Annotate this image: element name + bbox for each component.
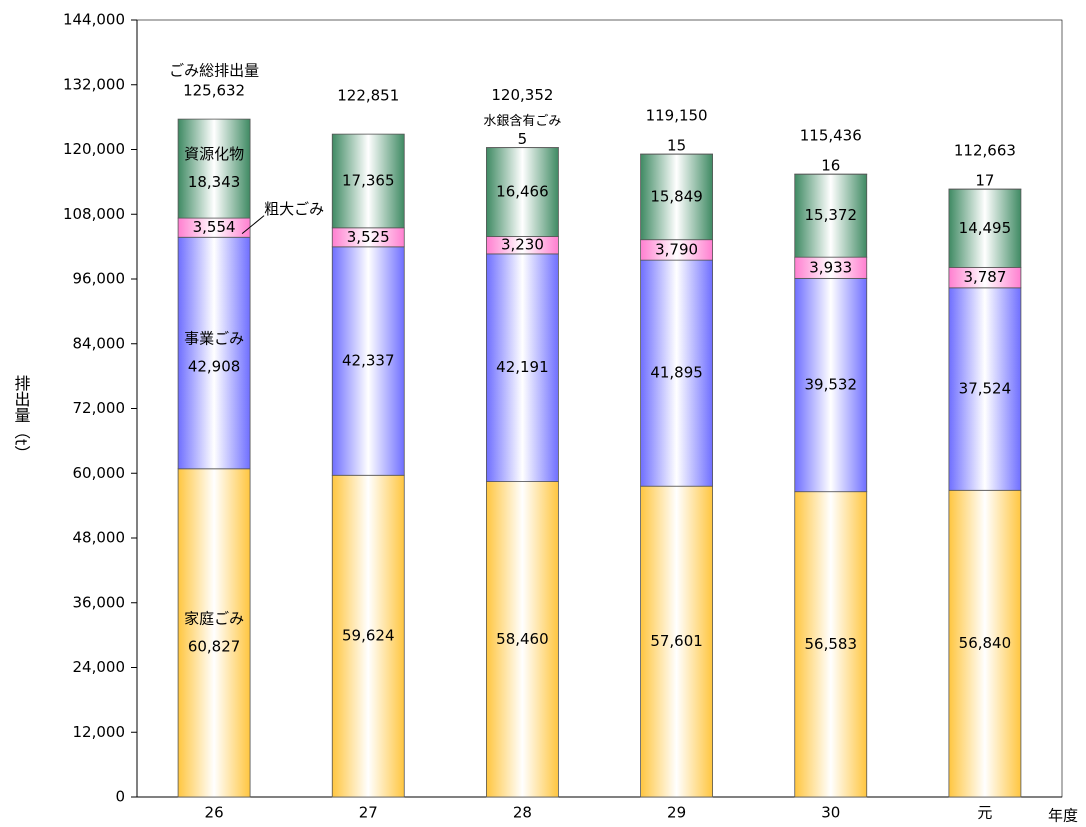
value-label: 3,933	[809, 258, 852, 276]
series-label: 水銀含有ごみ	[483, 113, 561, 129]
bar-segment	[948, 489, 1022, 798]
value-label: 37,524	[959, 380, 1012, 398]
value-label: 42,908	[188, 358, 241, 376]
x-tick-label: 28	[513, 804, 532, 822]
bar-segment	[640, 259, 713, 487]
value-label: 3,554	[193, 218, 236, 236]
bar-segment	[331, 246, 405, 476]
y-tick-label: 0	[115, 788, 125, 806]
y-tick-label: 12,000	[73, 723, 126, 741]
value-label: 42,337	[342, 352, 395, 370]
total-label: 120,352	[491, 86, 553, 104]
leader-line	[241, 215, 265, 235]
value-label: 3,787	[963, 268, 1006, 286]
plot-frame	[136, 19, 1063, 798]
y-tick-label: 24,000	[73, 658, 126, 676]
value-label: 42,191	[496, 358, 549, 376]
value-label: 56,583	[805, 635, 858, 653]
y-tick-label: 84,000	[73, 334, 126, 352]
series-label: 粗大ごみ	[264, 200, 324, 218]
bar-segment	[948, 188, 1022, 268]
value-label: 16,466	[496, 183, 549, 201]
bar-segment	[177, 118, 251, 219]
value-label: 58,460	[496, 630, 549, 648]
value-label: 17	[975, 172, 994, 190]
bar-segment	[794, 173, 868, 258]
total-label: 112,663	[954, 142, 1016, 160]
series-label: 家庭ごみ	[184, 609, 244, 627]
total-label: 122,851	[337, 87, 399, 105]
bar-segment	[331, 133, 405, 229]
total-label: 125,632	[183, 82, 245, 100]
y-tick-label: 132,000	[63, 75, 125, 93]
y-axis-label: 排出量（t）	[12, 375, 31, 461]
value-label: 39,532	[805, 376, 858, 394]
x-axis-label: 年度	[1048, 807, 1078, 825]
bar-segment	[486, 253, 559, 482]
y-tick-label: 120,000	[63, 140, 125, 158]
bar-segment	[794, 491, 868, 798]
value-label: 18,343	[188, 173, 241, 191]
value-label: 3,230	[501, 236, 544, 254]
value-label: 15	[667, 137, 686, 155]
y-tick-label: 96,000	[73, 270, 126, 288]
value-label: 15,372	[805, 206, 858, 224]
value-label: 17,365	[342, 171, 395, 189]
total-label: 119,150	[646, 107, 708, 125]
y-tick-label: 108,000	[63, 205, 125, 223]
value-label: 56,840	[959, 634, 1012, 652]
value-label: 3,525	[347, 228, 390, 246]
x-tick-label: 29	[667, 804, 686, 822]
value-label: 41,895	[650, 364, 703, 382]
x-tick-label: 元	[977, 804, 992, 822]
y-tick-label: 60,000	[73, 464, 126, 482]
value-label: 15,849	[650, 187, 703, 205]
x-tick-label: 30	[821, 804, 840, 822]
value-label: 3,790	[655, 240, 698, 258]
bar-segment	[794, 277, 868, 493]
bar-segment	[177, 468, 251, 798]
value-label: 5	[518, 130, 528, 148]
total-name: ごみ総排出量	[169, 62, 259, 80]
bar-segment	[640, 485, 713, 798]
value-label: 14,495	[959, 219, 1012, 237]
y-tick-label: 144,000	[63, 11, 125, 29]
x-tick-label: 26	[205, 804, 224, 822]
series-label: 事業ごみ	[184, 330, 244, 348]
y-tick-label: 48,000	[73, 529, 126, 547]
total-label: 115,436	[800, 127, 862, 145]
value-label: 16	[821, 157, 840, 175]
bar-segment	[948, 287, 1022, 491]
value-label: 59,624	[342, 627, 395, 645]
y-tick-label: 72,000	[73, 399, 126, 417]
series-label: 資源化物	[184, 145, 244, 163]
bar-segment	[177, 236, 251, 470]
y-tick-label: 36,000	[73, 593, 126, 611]
value-label: 60,827	[188, 637, 241, 655]
x-tick-label: 27	[359, 804, 378, 822]
value-label: 57,601	[650, 632, 703, 650]
